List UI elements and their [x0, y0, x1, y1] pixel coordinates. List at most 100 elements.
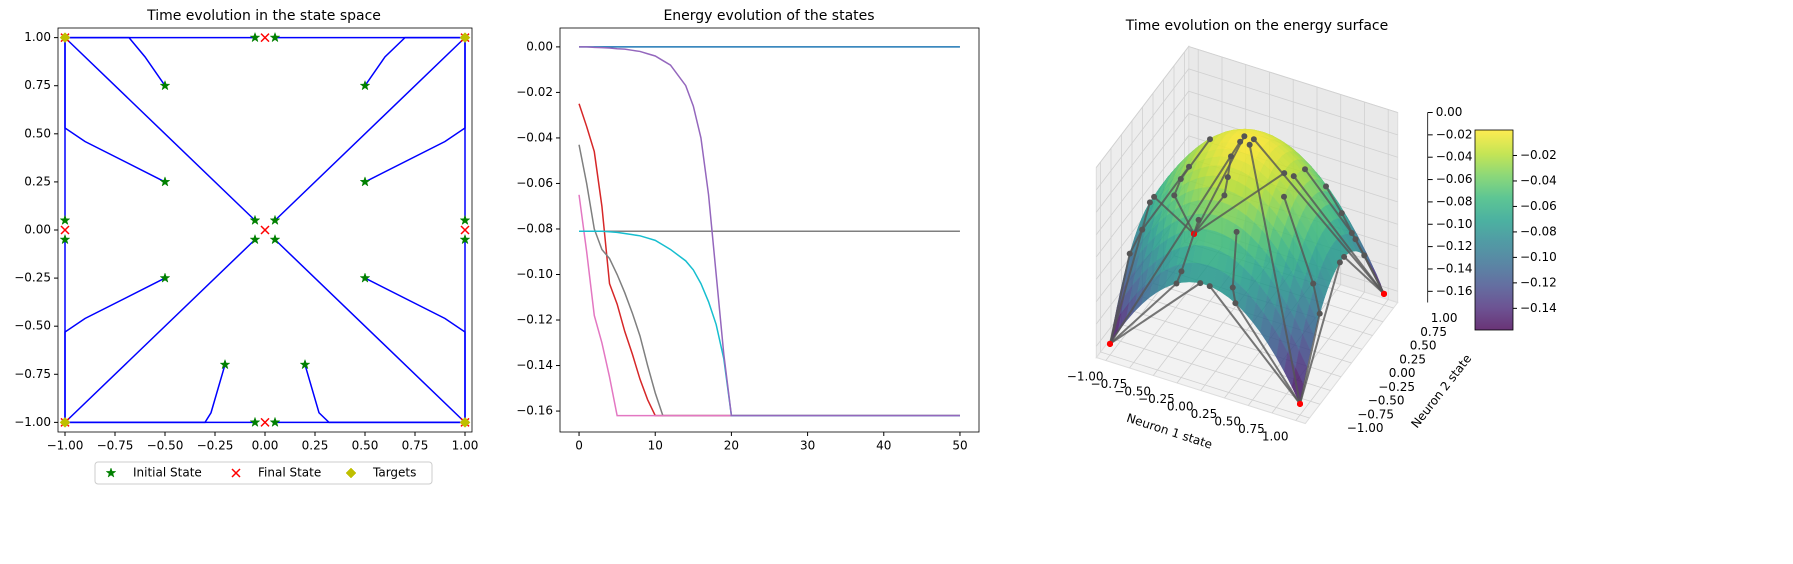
y-tick-label: −0.16: [516, 404, 553, 418]
surface-trajectory: [1343, 256, 1385, 295]
y-tick-label: 0.00: [24, 223, 51, 237]
trajectory: [65, 364, 226, 424]
legend-box: [94, 461, 433, 485]
x-tick-label: −1.00: [47, 439, 84, 453]
marker-star: [159, 176, 171, 187]
surface-trajectory: [1173, 138, 1211, 235]
energy-line: [578, 103, 960, 417]
marker-star: [269, 233, 281, 245]
x-tick-label: 20: [724, 439, 739, 453]
x-tick-label: −0.25: [1138, 392, 1175, 406]
surface-step: [1178, 268, 1185, 275]
surface-step: [1323, 183, 1329, 190]
trajectory: [364, 36, 465, 87]
y-tick-label: −0.75: [14, 367, 51, 381]
marker-star: [269, 416, 281, 428]
legend-symbol: [105, 467, 117, 478]
energy-line: [579, 46, 960, 417]
trajectory: [65, 36, 166, 87]
colorbar: [1474, 129, 1514, 331]
legend-label: Final State: [258, 466, 321, 480]
y-tick-label: 0.75: [1420, 325, 1447, 339]
y-tick-label: −0.10: [516, 267, 553, 281]
marker-star: [59, 214, 71, 226]
surface-trajectory: [1109, 219, 1200, 345]
surface-trajectory: [1109, 282, 1201, 345]
surface-trajectory: [1208, 285, 1301, 405]
x-tick-label: −0.75: [97, 439, 134, 453]
marker-diamond: [59, 32, 71, 43]
z-tick-label: −0.02: [1436, 127, 1473, 141]
grid-line: [1095, 46, 1398, 168]
y-tick-label: 1.00: [24, 30, 51, 44]
y-tick-label: 0.00: [526, 39, 553, 53]
marker-star: [299, 358, 311, 370]
legend-symbol: [345, 467, 357, 479]
colorbar-tick-label: −0.04: [1520, 173, 1557, 187]
surface-trajectory: [1248, 144, 1301, 405]
y-tick-label: −1.00: [14, 415, 51, 429]
x-tick-label: 0.25: [1191, 407, 1218, 421]
trajectory: [364, 37, 466, 183]
x-tick-label: 0.50: [352, 439, 379, 453]
surface-step: [1186, 163, 1192, 170]
surface-step: [1336, 259, 1343, 266]
surface-trajectory: [1109, 166, 1190, 345]
axes-frame: [559, 27, 980, 433]
surface-step: [1206, 283, 1213, 290]
x-tick-label: 0.25: [302, 439, 329, 453]
y-tick-label: −0.25: [1378, 380, 1415, 394]
surface-step: [1233, 228, 1240, 235]
y-tick-label: −0.25: [14, 271, 51, 285]
marker-star: [269, 31, 281, 43]
surface-step: [1381, 290, 1387, 297]
colorbar-tick-label: −0.12: [1520, 275, 1557, 289]
trajectory: [274, 37, 466, 221]
trajectory: [274, 239, 466, 423]
y-tick-label: −0.14: [516, 358, 553, 372]
y-tick-label: 1.00: [1431, 311, 1458, 325]
marker-star: [219, 358, 231, 370]
marker-x: [260, 33, 270, 43]
y-tick-label: −0.12: [516, 313, 553, 327]
surface-step: [1246, 141, 1253, 148]
surface-step: [1139, 226, 1146, 233]
surface-step: [1224, 174, 1231, 181]
surface-trajectory: [1231, 231, 1301, 405]
x-tick-label: −1.00: [1067, 370, 1104, 384]
x-tick-label: 0.75: [402, 439, 429, 453]
axes-frame: [57, 27, 473, 433]
y-tick-label: 0.50: [1410, 339, 1437, 353]
z-tick-label: −0.14: [1436, 261, 1473, 275]
surface-step: [1250, 136, 1257, 143]
marker-star: [249, 233, 261, 245]
trajectory: [364, 277, 466, 423]
x-tick-label: −0.25: [197, 439, 234, 453]
surface-step: [1310, 280, 1317, 287]
trajectory: [304, 364, 465, 424]
surface-step: [1197, 280, 1204, 287]
trajectory: [64, 277, 166, 423]
x-tick-label: 0: [575, 439, 583, 453]
marker-x: [260, 225, 270, 235]
x-tick-label: 0.50: [1214, 415, 1241, 429]
trajectory: [64, 239, 256, 423]
y-tick-label: 0.75: [24, 78, 51, 92]
colorbar-tick-label: −0.08: [1520, 224, 1557, 238]
z-tick-label: −0.16: [1436, 284, 1473, 298]
x-tick-label: 0.00: [252, 439, 279, 453]
trajectory: [64, 37, 166, 183]
z-tick-label: −0.10: [1436, 217, 1473, 231]
surface-trajectory: [1292, 175, 1385, 295]
y-tick-label: −0.08: [516, 221, 553, 235]
y-tick-label: −0.02: [516, 85, 553, 99]
grid-line: [1095, 68, 1398, 191]
grid-line: [1095, 113, 1398, 235]
surface-step: [1281, 193, 1287, 200]
legend-symbol: [231, 468, 241, 478]
surface-trajectory: [1109, 141, 1241, 345]
x-tick-label: 1.00: [452, 439, 479, 453]
x-tick-label: 0.00: [1167, 400, 1194, 414]
grid-line: [1100, 162, 1310, 419]
marker-x: [60, 225, 70, 235]
